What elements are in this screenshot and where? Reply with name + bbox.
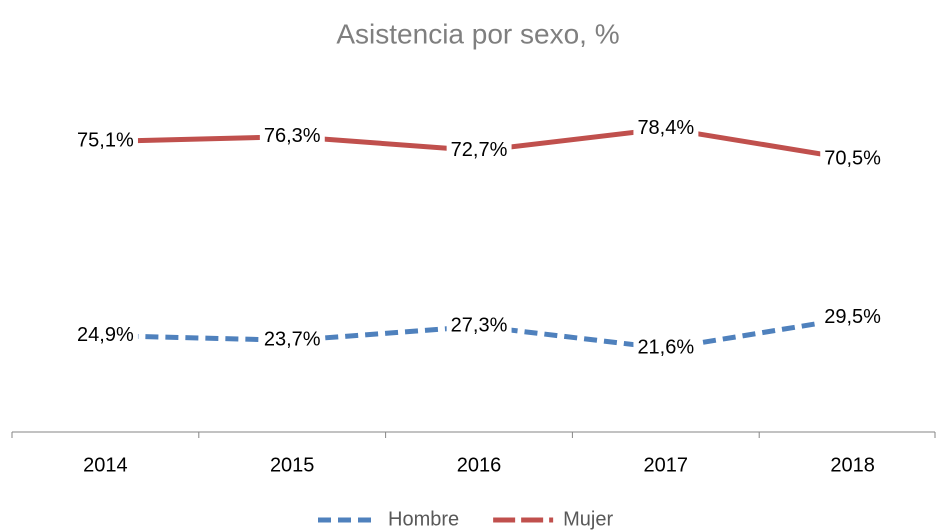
data-label: 72,7% xyxy=(451,139,508,161)
data-label: 23,7% xyxy=(264,329,321,351)
data-label: 78,4% xyxy=(637,117,694,139)
data-label-background xyxy=(820,306,886,329)
chart-title: Asistencia por sexo, % xyxy=(336,18,619,49)
x-tick-label: 2017 xyxy=(644,454,689,476)
data-label-group: 27,3% xyxy=(446,314,512,337)
data-label-background xyxy=(446,138,512,161)
x-tick-label: 2016 xyxy=(457,454,502,476)
x-tick-label: 2018 xyxy=(830,454,875,476)
data-label-background xyxy=(73,323,138,346)
data-label-background xyxy=(73,129,138,152)
data-label: 21,6% xyxy=(637,337,694,359)
data-label-background xyxy=(820,147,886,170)
x-tick-label: 2015 xyxy=(270,454,315,476)
data-label-group: 29,5% xyxy=(820,306,886,329)
data-label-background xyxy=(259,125,325,148)
data-label-group: 21,6% xyxy=(633,336,699,359)
data-label-group: 70,5% xyxy=(820,147,886,170)
data-label: 27,3% xyxy=(451,315,508,337)
data-label-group: 78,4% xyxy=(633,116,699,139)
data-label: 29,5% xyxy=(824,306,881,328)
data-label: 24,9% xyxy=(77,324,134,346)
data-label-background xyxy=(633,116,699,139)
data-label-group: 72,7% xyxy=(446,138,512,161)
legend-label: Mujer xyxy=(563,508,613,530)
data-label-background xyxy=(633,336,699,359)
legend-label: Hombre xyxy=(388,508,459,530)
data-label-group: 75,1% xyxy=(73,129,138,152)
data-label-group: 24,9% xyxy=(73,323,138,346)
x-tick-label: 2014 xyxy=(83,454,128,476)
data-label-group: 76,3% xyxy=(259,125,325,148)
data-label-group: 23,7% xyxy=(259,328,325,351)
data-label-background xyxy=(259,328,325,351)
line-series xyxy=(105,315,854,351)
data-label: 75,1% xyxy=(77,130,134,152)
data-label: 76,3% xyxy=(264,125,321,147)
data-label: 70,5% xyxy=(824,147,881,169)
data-label-background xyxy=(446,314,512,337)
